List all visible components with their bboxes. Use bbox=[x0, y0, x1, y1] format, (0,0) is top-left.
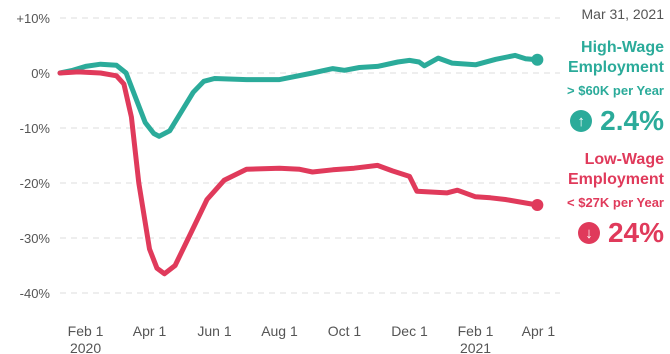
high-wage-subtitle: > $60K per Year bbox=[567, 83, 664, 98]
high-wage-end-point bbox=[531, 53, 544, 66]
low-wage-title-line2: Employment bbox=[567, 171, 664, 188]
low-wage-series-line bbox=[57, 69, 540, 277]
high-wage-title-line1: High-Wage bbox=[581, 39, 664, 56]
high-wage-change-value: 2.4% bbox=[600, 105, 664, 136]
x-tick-label: Dec 1 bbox=[391, 323, 428, 339]
x-tick-label: Feb 1 bbox=[458, 323, 494, 339]
x-tick-label: Oct 1 bbox=[328, 323, 362, 339]
y-tick-label: -40% bbox=[20, 286, 51, 301]
x-tick-label: Feb 1 bbox=[68, 323, 104, 339]
date-label: Mar 31, 2021 bbox=[581, 6, 665, 22]
high-wage-title-line2: Employment bbox=[567, 59, 664, 76]
low-wage-title-line1: Low-Wage bbox=[584, 151, 664, 168]
x-tick-label: Aug 1 bbox=[261, 323, 298, 339]
y-tick-label: -10% bbox=[20, 121, 51, 136]
x-tick-year-label: 2021 bbox=[460, 340, 491, 354]
high-wage-legend: High-Wage Employment > $60K per Year ↑ 2… bbox=[567, 38, 664, 138]
arrow-up-icon: ↑ bbox=[570, 110, 593, 132]
y-tick-label: 0% bbox=[31, 66, 50, 81]
y-tick-label: -20% bbox=[20, 176, 51, 191]
x-tick-year-label: 2020 bbox=[70, 340, 101, 354]
low-wage-change: ↓ 24% bbox=[567, 216, 664, 250]
high-wage-change: ↑ 2.4% bbox=[567, 104, 664, 138]
arrow-down-icon: ↓ bbox=[577, 222, 600, 244]
x-tick-label: Apr 1 bbox=[522, 323, 556, 339]
high-wage-series-line bbox=[57, 52, 540, 139]
low-wage-legend: Low-Wage Employment < $27K per Year ↓ 24… bbox=[567, 150, 664, 250]
low-wage-end-point bbox=[531, 199, 544, 211]
low-wage-change-value: 24% bbox=[607, 217, 664, 248]
x-tick-label: Apr 1 bbox=[133, 323, 167, 339]
x-tick-label: Jun 1 bbox=[197, 323, 231, 339]
y-tick-label: +10% bbox=[16, 11, 50, 26]
low-wage-subtitle: < $27K per Year bbox=[567, 195, 664, 210]
y-tick-label: -30% bbox=[20, 231, 51, 246]
